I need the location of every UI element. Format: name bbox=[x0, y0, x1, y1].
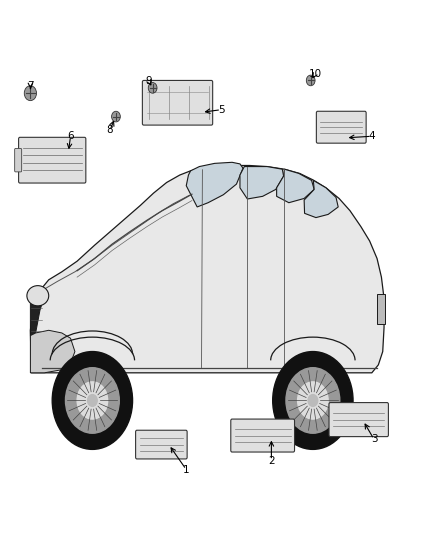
Circle shape bbox=[88, 394, 97, 406]
Polygon shape bbox=[186, 163, 243, 207]
FancyBboxPatch shape bbox=[316, 111, 366, 143]
Text: 3: 3 bbox=[371, 434, 377, 445]
Text: 7: 7 bbox=[27, 81, 34, 91]
FancyBboxPatch shape bbox=[231, 419, 294, 452]
Text: 10: 10 bbox=[308, 69, 321, 79]
Circle shape bbox=[52, 352, 133, 449]
Text: 4: 4 bbox=[368, 131, 375, 141]
Circle shape bbox=[148, 83, 157, 93]
Polygon shape bbox=[30, 165, 384, 373]
Ellipse shape bbox=[27, 286, 49, 306]
Text: 8: 8 bbox=[106, 125, 113, 135]
Circle shape bbox=[297, 382, 328, 419]
Circle shape bbox=[77, 382, 108, 419]
Polygon shape bbox=[30, 290, 43, 336]
Text: 5: 5 bbox=[218, 104, 225, 115]
Polygon shape bbox=[304, 180, 338, 217]
Text: 2: 2 bbox=[268, 456, 275, 465]
Polygon shape bbox=[30, 330, 75, 373]
Circle shape bbox=[308, 394, 318, 406]
FancyBboxPatch shape bbox=[142, 80, 213, 125]
Polygon shape bbox=[240, 166, 284, 199]
FancyBboxPatch shape bbox=[329, 402, 389, 437]
Circle shape bbox=[286, 368, 340, 433]
FancyBboxPatch shape bbox=[136, 430, 187, 459]
Polygon shape bbox=[277, 169, 314, 203]
Text: 9: 9 bbox=[146, 77, 152, 86]
Text: 6: 6 bbox=[67, 131, 74, 141]
Text: 1: 1 bbox=[183, 465, 190, 474]
FancyBboxPatch shape bbox=[14, 149, 21, 172]
FancyBboxPatch shape bbox=[18, 138, 86, 183]
Bar bbox=[378, 294, 385, 324]
Circle shape bbox=[273, 352, 353, 449]
Circle shape bbox=[65, 368, 119, 433]
Circle shape bbox=[112, 111, 120, 122]
Circle shape bbox=[24, 86, 36, 101]
Circle shape bbox=[306, 75, 315, 86]
